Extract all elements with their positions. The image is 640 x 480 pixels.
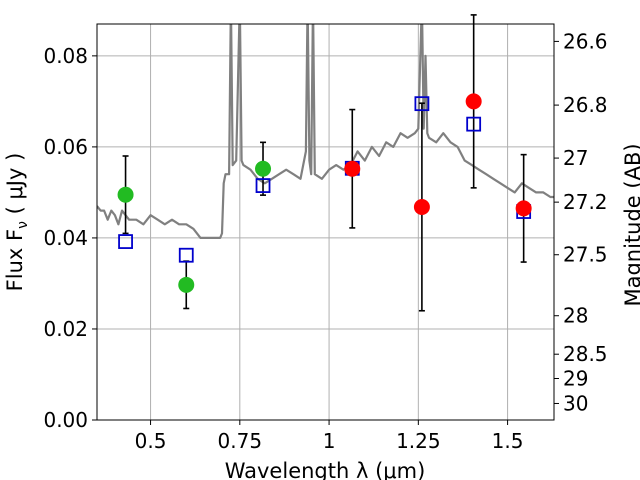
- observed-point: [255, 160, 272, 177]
- grid: [97, 24, 554, 421]
- y2-tick-label: 26.6: [563, 29, 608, 53]
- observed-point: [344, 160, 361, 177]
- model-square: [466, 116, 482, 132]
- observed-point: [178, 276, 195, 293]
- y-axis-label: Flux Fν ( μJy ): [3, 153, 31, 292]
- x-tick-label: 0.5: [135, 429, 167, 453]
- y-tick-label: 0.04: [43, 226, 88, 250]
- y-axis-label-tail: ( μJy ): [3, 153, 27, 221]
- y2-tick-label: 26.8: [563, 93, 608, 117]
- x-tick-label: 1: [323, 429, 336, 453]
- observed-points: [117, 93, 532, 293]
- observed-point: [117, 186, 134, 203]
- y-tick-label: 0.00: [43, 408, 88, 432]
- y-tick-label: 0.06: [43, 135, 88, 159]
- y2-tick-label: 27: [563, 146, 588, 170]
- y2-tick-label: 28: [563, 304, 588, 328]
- spectrum-layer: [97, 24, 554, 239]
- observed-point: [465, 93, 482, 110]
- y2-tick-label: 27.2: [563, 190, 608, 214]
- model-points: [118, 96, 532, 263]
- model-square: [118, 234, 133, 249]
- model-square: [178, 247, 194, 263]
- y-axis-label-sub: ν: [15, 221, 31, 229]
- spectrum-line: [97, 24, 554, 239]
- y-ticks: 0.00 0.02 0.04 0.06 0.08: [43, 44, 97, 432]
- y2-tick-label: 28.5: [563, 342, 608, 366]
- x-axis-label: Wavelength λ (μm): [225, 459, 426, 480]
- model-square: [255, 178, 271, 193]
- y-tick-label: 0.02: [43, 317, 88, 341]
- plot-frame: [96, 23, 555, 421]
- y2-tick-label: 27.5: [563, 243, 608, 267]
- x-tick-label: 1.5: [492, 429, 524, 453]
- y-axis-label-main: Flux F: [3, 229, 27, 291]
- y2-axis-label: Magnitude (AB): [621, 143, 640, 306]
- model-square: [414, 96, 430, 112]
- x-ticks: 0.5 0.75 1 1.25 1.5: [135, 420, 524, 453]
- y-tick-label: 0.08: [43, 44, 88, 68]
- y2-tick-label: 30: [563, 391, 588, 415]
- y2-tick-label: 29: [563, 366, 588, 390]
- errorbars: [122, 14, 527, 312]
- x-tick-label: 1.25: [396, 429, 441, 453]
- x-tick-label: 0.75: [218, 429, 263, 453]
- observed-point: [413, 198, 430, 215]
- observed-point: [515, 200, 532, 217]
